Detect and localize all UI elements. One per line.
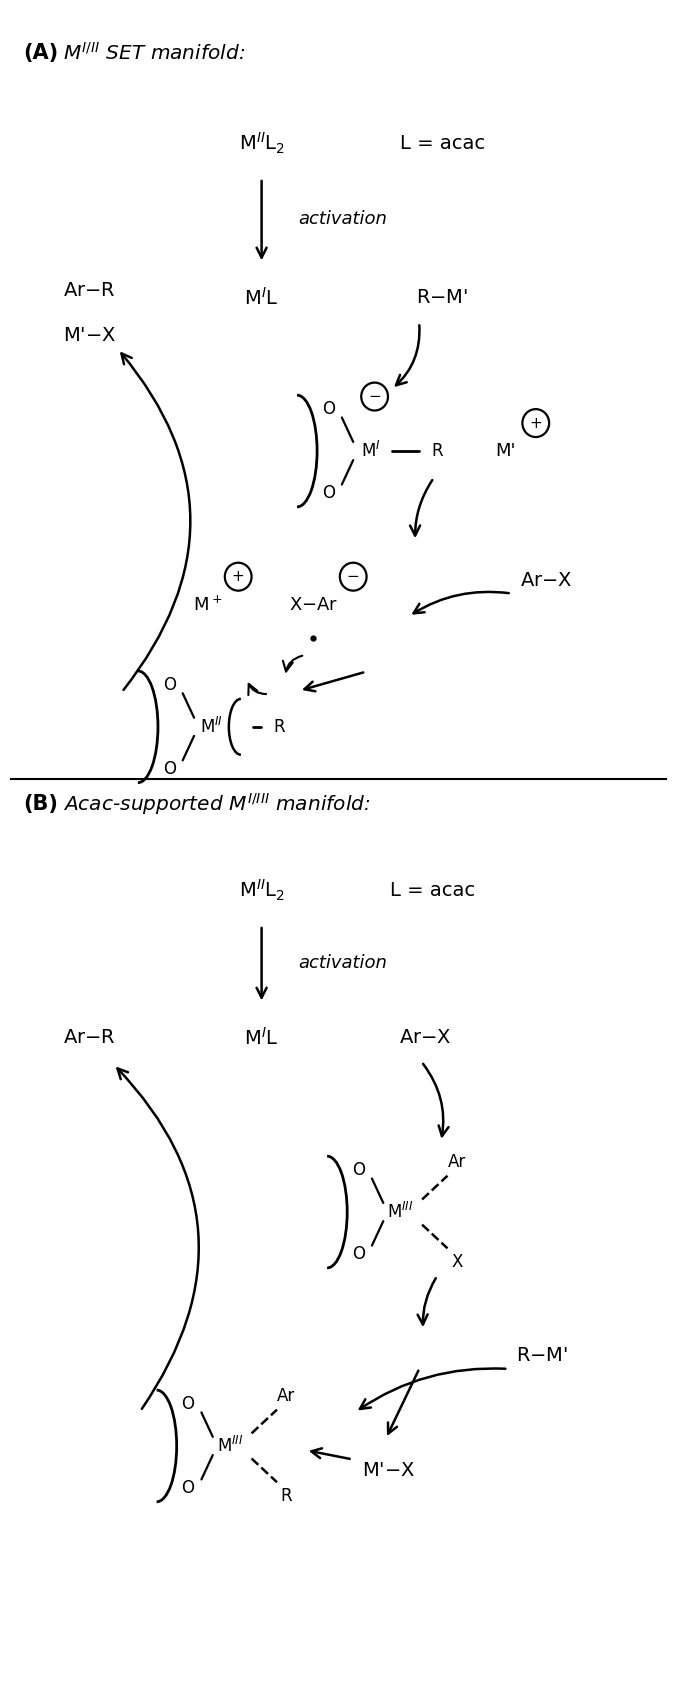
Text: M$^{II}$L$_2$: M$^{II}$L$_2$ [238, 879, 284, 904]
Text: Acac-supported $M^{I/III}$ manifold:: Acac-supported $M^{I/III}$ manifold: [63, 791, 370, 817]
Text: Ar$-$R: Ar$-$R [63, 281, 116, 300]
Text: M$^I$L: M$^I$L [244, 1027, 279, 1049]
Text: Ar: Ar [277, 1386, 295, 1404]
Text: M'$-$X: M'$-$X [63, 327, 116, 345]
Text: R: R [280, 1487, 292, 1505]
Text: R: R [274, 717, 286, 736]
Text: Ar: Ar [447, 1154, 466, 1170]
Text: +: + [232, 569, 244, 584]
Text: $M^{I/II}$ SET manifold:: $M^{I/II}$ SET manifold: [63, 42, 245, 64]
Text: O: O [352, 1162, 365, 1179]
Text: O: O [181, 1479, 194, 1497]
Text: R$-$M': R$-$M' [416, 288, 468, 306]
Text: (B): (B) [23, 793, 58, 813]
Text: R: R [432, 441, 443, 460]
Text: O: O [352, 1244, 365, 1263]
Text: O: O [181, 1394, 194, 1413]
Text: L = acac: L = acac [399, 135, 485, 153]
Text: R$-$M': R$-$M' [517, 1346, 569, 1364]
Text: M$^I$L: M$^I$L [244, 286, 279, 308]
Text: M'$-$X: M'$-$X [362, 1462, 415, 1480]
Text: M$^{II}$: M$^{II}$ [200, 717, 223, 738]
Text: +: + [529, 416, 542, 431]
Text: Ar$-$X: Ar$-$X [399, 1027, 452, 1047]
Text: O: O [322, 401, 335, 418]
Text: activation: activation [299, 210, 387, 229]
Text: (A): (A) [23, 44, 58, 62]
Text: M$^+$: M$^+$ [194, 594, 223, 615]
Text: O: O [322, 483, 335, 502]
Text: activation: activation [299, 953, 387, 972]
Text: Ar$-$X: Ar$-$X [519, 571, 572, 589]
Text: X$-$Ar: X$-$Ar [288, 596, 338, 613]
Text: M$^{III}$: M$^{III}$ [217, 1436, 244, 1457]
Text: O: O [163, 759, 176, 778]
Text: Ar$-$R: Ar$-$R [63, 1027, 116, 1047]
Text: M$^{III}$: M$^{III}$ [387, 1202, 414, 1223]
Text: M': M' [496, 441, 516, 460]
Text: M$^I$: M$^I$ [361, 441, 380, 461]
Text: −: − [368, 389, 381, 404]
Text: O: O [163, 675, 176, 694]
Text: L = acac: L = acac [389, 881, 475, 901]
Text: X: X [451, 1253, 462, 1271]
Text: −: − [347, 569, 359, 584]
Text: M$^{II}$L$_2$: M$^{II}$L$_2$ [238, 131, 284, 157]
